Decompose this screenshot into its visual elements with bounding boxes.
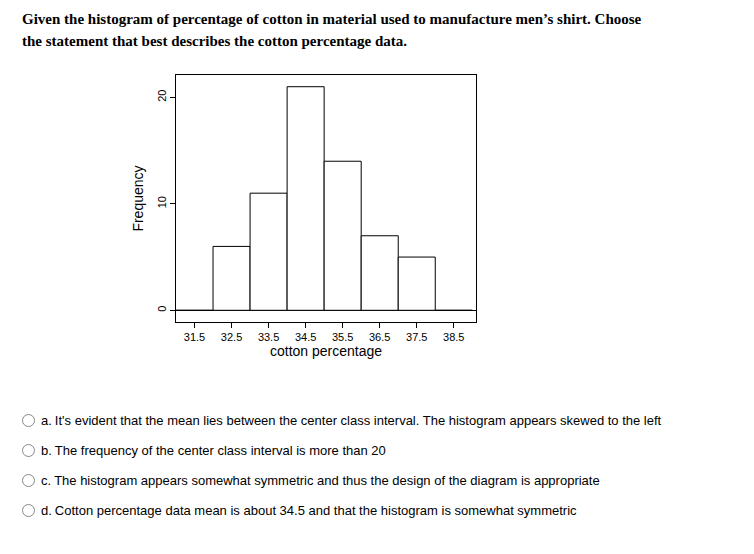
svg-text:Frequency: Frequency xyxy=(130,165,146,231)
svg-text:31.5: 31.5 xyxy=(184,331,205,343)
svg-text:0: 0 xyxy=(156,306,168,312)
svg-text:32.5: 32.5 xyxy=(221,331,242,343)
svg-text:37.5: 37.5 xyxy=(406,331,427,343)
svg-text:33.5: 33.5 xyxy=(258,331,279,343)
svg-text:34.5: 34.5 xyxy=(295,331,316,343)
svg-text:38.5: 38.5 xyxy=(443,331,464,343)
html-text:d. Cotton percentage data mean: d. Cotton percentage data mean is about … xyxy=(41,502,577,518)
html-text:a. It's evident that the mean: a. It's evident that the mean lies betwe… xyxy=(41,412,662,428)
svg-text:cotton percentage: cotton percentage xyxy=(270,343,382,359)
html-text:c. The histogram appears somew: c. The histogram appears somewhat symmet… xyxy=(41,472,600,488)
svg-text:10: 10 xyxy=(156,196,168,208)
html-text:Given the histogram of percent: Given the histogram of percentage of cot… xyxy=(22,11,642,49)
html-text:b. The frequency of the center: b. The frequency of the center class int… xyxy=(41,442,386,458)
svg-text:20: 20 xyxy=(156,90,168,102)
svg-text:35.5: 35.5 xyxy=(332,331,353,343)
svg-text:36.5: 36.5 xyxy=(369,331,390,343)
